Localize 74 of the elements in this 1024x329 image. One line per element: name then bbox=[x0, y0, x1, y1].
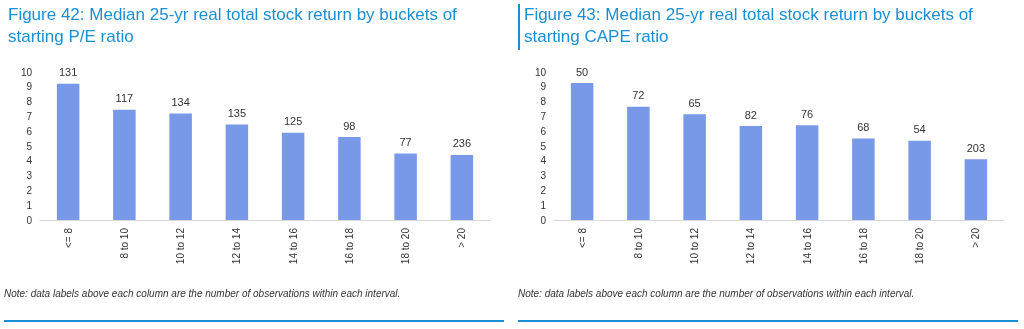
x-tick-label: 10 to 12 bbox=[175, 227, 187, 265]
chart-title: Figure 43: Median 25-yr real total stock return by buckets of starting CAPE ratio bbox=[518, 4, 1018, 50]
x-tick-label: 8 to 10 bbox=[118, 227, 130, 259]
bar bbox=[683, 114, 706, 220]
bar bbox=[225, 124, 249, 220]
y-tick-label: 7 bbox=[26, 110, 33, 122]
annotation: 98 bbox=[343, 119, 356, 132]
x-tick-label: 18 to 20 bbox=[400, 227, 412, 265]
annotation: 117 bbox=[115, 92, 134, 105]
x-tick-label: 10 to 12 bbox=[689, 227, 701, 265]
annotation: 76 bbox=[801, 107, 814, 120]
annotation: 135 bbox=[227, 107, 247, 120]
bar bbox=[852, 138, 875, 220]
y-tick-label: 1 bbox=[540, 199, 547, 211]
bar bbox=[964, 159, 988, 220]
annotation: 125 bbox=[283, 115, 303, 128]
x-tick-label: 14 to 16 bbox=[287, 227, 299, 265]
annotation: 203 bbox=[966, 141, 986, 154]
y-tick-label: 0 bbox=[540, 214, 547, 226]
y-tick-label: 3 bbox=[26, 170, 33, 182]
y-tick-label: 2 bbox=[26, 184, 33, 196]
chart-title: Figure 42: Median 25-yr real total stock return by buckets of starting P/E ratio bbox=[7, 4, 458, 48]
bar bbox=[450, 154, 474, 220]
x-tick-label: 18 to 20 bbox=[914, 227, 926, 265]
bar bbox=[338, 137, 361, 220]
y-tick-label: 6 bbox=[540, 125, 547, 137]
bar bbox=[627, 106, 650, 220]
x-tick-label: > 20 bbox=[456, 227, 468, 248]
annotation: 82 bbox=[744, 108, 757, 121]
x-tick-label: 12 to 14 bbox=[745, 227, 757, 265]
y-tick-label: 8 bbox=[540, 96, 547, 108]
annotation: 72 bbox=[632, 89, 645, 102]
bar bbox=[281, 132, 305, 220]
annotation: 68 bbox=[857, 121, 870, 134]
bar bbox=[113, 109, 136, 220]
y-tick-label: 9 bbox=[540, 81, 547, 93]
y-tick-label: 7 bbox=[540, 110, 547, 122]
x-tick-label: 16 to 18 bbox=[857, 227, 869, 265]
annotation: 131 bbox=[58, 66, 78, 79]
bar bbox=[394, 153, 417, 220]
y-tick-label: 5 bbox=[540, 140, 547, 152]
bar bbox=[169, 113, 192, 220]
x-tick-label: 8 to 10 bbox=[632, 227, 644, 259]
annotation: 54 bbox=[913, 123, 926, 136]
annotation: 134 bbox=[171, 95, 190, 108]
y-tick-label: 1 bbox=[26, 199, 33, 211]
bar bbox=[570, 83, 594, 220]
x-tick-label: 14 to 16 bbox=[801, 227, 813, 265]
x-tick-label: <= 8 bbox=[62, 227, 74, 249]
annotation: 236 bbox=[452, 137, 472, 150]
x-tick-label: 16 to 18 bbox=[343, 227, 355, 265]
text: Note: data labels above each column are the number of observations within each interval. bbox=[4, 287, 402, 299]
y-tick-label: 6 bbox=[26, 125, 33, 137]
y-tick-label: 3 bbox=[540, 170, 547, 182]
x-tick-label: 12 to 14 bbox=[231, 227, 243, 265]
y-tick-label: 8 bbox=[26, 96, 33, 108]
y-tick-label: 4 bbox=[26, 155, 33, 167]
x-tick-label: <= 8 bbox=[576, 227, 588, 249]
bar bbox=[795, 125, 819, 220]
y-tick-label: 4 bbox=[540, 155, 547, 167]
bar bbox=[739, 126, 763, 220]
y-tick-label: 5 bbox=[26, 140, 33, 152]
y-tick-label: 2 bbox=[540, 184, 547, 196]
y-tick-label: 0 bbox=[26, 214, 33, 226]
y-tick-label: 10 bbox=[20, 66, 33, 78]
annotation: 77 bbox=[399, 135, 412, 148]
annotation: 65 bbox=[688, 96, 701, 109]
annotation: 50 bbox=[576, 65, 589, 78]
bar bbox=[56, 83, 80, 220]
x-tick-label: > 20 bbox=[970, 227, 982, 248]
y-tick-label: 10 bbox=[534, 66, 547, 78]
text: Note: data labels above each column are the number of observations within each interval. bbox=[518, 287, 916, 299]
y-tick-label: 9 bbox=[26, 81, 33, 93]
bar bbox=[908, 140, 931, 220]
